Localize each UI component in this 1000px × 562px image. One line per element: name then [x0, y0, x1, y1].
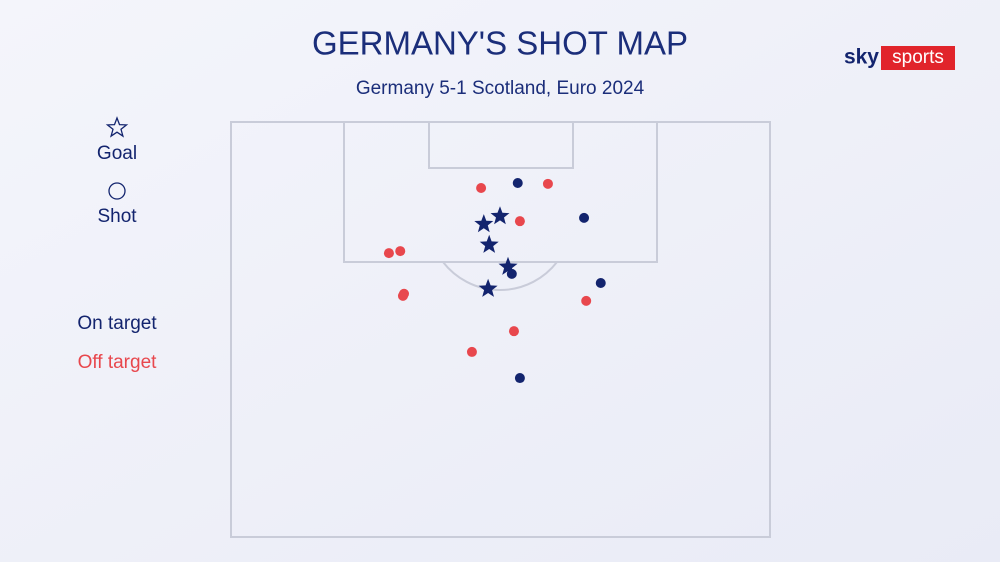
logo-sports: sports: [892, 47, 944, 68]
shot: [542, 178, 553, 189]
goal: [478, 278, 498, 297]
shot: [476, 182, 487, 193]
shot: [395, 246, 406, 257]
legend-label: Shot: [97, 206, 137, 227]
shot: [581, 295, 592, 306]
shot: [512, 178, 523, 189]
legend-marker: [105, 116, 129, 138]
chart-title: GERMANY'S SHOT MAP: [312, 25, 688, 62]
shot: [397, 290, 408, 301]
goal: [479, 234, 499, 253]
shot: [466, 346, 477, 357]
six-yard-box: [428, 121, 574, 169]
chart-subtitle: Germany 5-1 Scotland, Euro 2024: [356, 78, 645, 99]
legend-label: Off target: [78, 352, 158, 373]
shot: [514, 216, 525, 227]
goal: [490, 206, 510, 225]
pitch: [230, 121, 771, 538]
logo-box: [881, 46, 955, 70]
penalty-arc: [442, 261, 558, 291]
shot: [514, 373, 525, 384]
shot: [508, 326, 519, 337]
legend-marker: [108, 182, 126, 200]
legend-label: On target: [77, 313, 157, 334]
logo-sky: sky: [844, 46, 879, 69]
goal: [498, 256, 518, 275]
shot: [595, 278, 606, 289]
shot: [579, 212, 590, 223]
goal: [474, 214, 494, 233]
legend-label: Goal: [97, 143, 137, 164]
shot: [383, 248, 394, 259]
shot: [506, 268, 517, 279]
